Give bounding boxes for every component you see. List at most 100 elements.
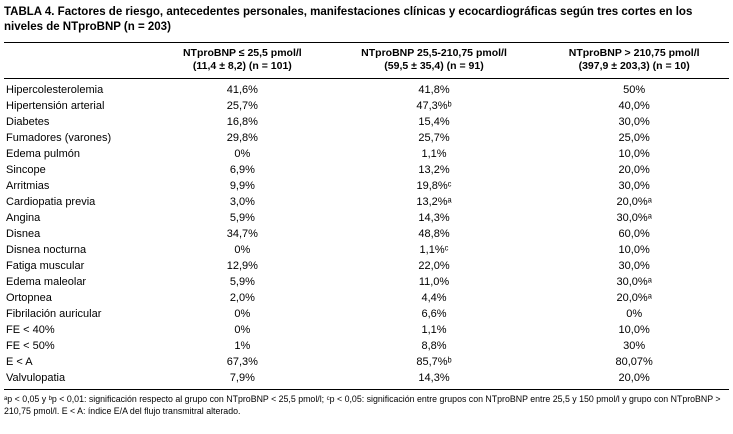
cell-value: 25,0%	[618, 132, 650, 144]
column-header-line1: NTproBNP ≤ 25,5 pmol/l	[182, 47, 302, 59]
table-row: Disnea nocturna 0% 1,1%ᶜ 10,0%	[4, 242, 729, 258]
cell-value: 1,1%	[421, 148, 447, 160]
table-footnote: ᵃp < 0,05 y ᵇp < 0,01: significación res…	[4, 394, 721, 416]
row-label: Cardiopatia previa	[6, 196, 96, 208]
cell-value: 80,07%	[615, 356, 653, 368]
table-row: Edema maleolar 5,9% 11,0% 30,0%ᵃ	[4, 274, 729, 290]
table-row: Angina 5,9% 14,3% 30,0%ᵃ	[4, 210, 729, 226]
table-row: Cardiopatia previa 3,0% 13,2%ᵃ 20,0%ᵃ	[4, 194, 729, 210]
row-label: Diabetes	[6, 116, 50, 128]
cell-value: 7,9%	[229, 372, 255, 384]
cell-value: 20,0%	[618, 372, 650, 384]
cell-value: 30%	[623, 340, 646, 352]
cell-value: 1,1%ᶜ	[419, 244, 449, 256]
cell-value: 11,0%	[418, 276, 450, 288]
cell-value: 2,0%	[229, 292, 255, 304]
cell-value: 41,6%	[226, 84, 258, 96]
cell-value: 0%	[626, 308, 643, 320]
table-row: Valvulopatia 7,9% 14,3% 20,0%	[4, 370, 729, 390]
row-label: Disnea nocturna	[6, 244, 87, 256]
row-label: Arritmias	[6, 180, 50, 192]
table-row: Edema pulmón 0% 1,1% 10,0%	[4, 146, 729, 162]
row-label: Disnea	[6, 228, 41, 240]
cell-value: 40,0%	[618, 100, 650, 112]
column-header-group2: NTproBNP 25,5-210,75 pmol/l (59,5 ± 35,4…	[328, 42, 540, 79]
cell-value: 48,8%	[418, 228, 450, 240]
table-row: FE < 50% 1% 8,8% 30%	[4, 338, 729, 354]
column-header-line1: NTproBNP > 210,75 pmol/l	[568, 47, 700, 59]
table-row: Ortopnea 2,0% 4,4% 20,0%ᵃ	[4, 290, 729, 306]
cell-value: 4,4%	[421, 292, 447, 304]
column-header-group1: NTproBNP ≤ 25,5 pmol/l (11,4 ± 8,2) (n =…	[156, 42, 329, 79]
row-label: FE < 50%	[6, 340, 55, 352]
cell-value: 3,0%	[229, 196, 255, 208]
cell-value: 13,2%ᵃ	[416, 196, 452, 208]
cell-value: 6,9%	[229, 164, 255, 176]
cell-value: 25,7%	[418, 132, 450, 144]
row-label: Hipercolesterolemia	[6, 84, 104, 96]
cell-value: 5,9%	[229, 276, 255, 288]
cell-value: 0%	[234, 148, 251, 160]
row-label: Fumadores (varones)	[6, 132, 112, 144]
cell-value: 30,0%ᵃ	[616, 276, 652, 288]
column-header-line2: (11,4 ± 8,2) (n = 101)	[192, 60, 292, 72]
cell-value: 47,3%ᵇ	[416, 100, 452, 112]
row-label: Fibrilación auricular	[6, 308, 102, 320]
table-row: FE < 40% 0% 1,1% 10,0%	[4, 322, 729, 338]
row-label: Sincope	[6, 164, 46, 176]
row-label: E < A	[6, 356, 33, 368]
cell-value: 10,0%	[618, 324, 650, 336]
cell-value: 12,9%	[226, 260, 258, 272]
cell-value: 67,3%	[226, 356, 258, 368]
cell-value: 60,0%	[618, 228, 650, 240]
cell-value: 15,4%	[418, 116, 450, 128]
cell-value: 20,0%ᵃ	[616, 196, 652, 208]
cell-value: 20,0%ᵃ	[616, 292, 652, 304]
cell-value: 0%	[234, 308, 251, 320]
table-row: E < A 67,3% 85,7%ᵇ 80,07%	[4, 354, 729, 370]
cell-value: 0%	[234, 324, 251, 336]
cell-value: 34,7%	[226, 228, 258, 240]
row-label: Angina	[6, 212, 41, 224]
table-row: Sincope 6,9% 13,2% 20,0%	[4, 162, 729, 178]
cell-value: 30,0%ᵃ	[616, 212, 652, 224]
cell-value: 14,3%	[418, 212, 450, 224]
cell-value: 30,0%	[618, 116, 650, 128]
cell-value: 5,9%	[229, 212, 255, 224]
cell-value: 25,7%	[226, 100, 258, 112]
cell-value: 29,8%	[226, 132, 258, 144]
column-header-line2: (397,9 ± 203,3) (n = 10)	[578, 60, 690, 72]
cell-value: 1,1%	[421, 324, 447, 336]
cell-value: 16,8%	[226, 116, 258, 128]
table-row: Hipertensión arterial 25,7% 47,3%ᵇ 40,0%	[4, 98, 729, 114]
cell-value: 41,8%	[418, 84, 450, 96]
row-label: Valvulopatia	[6, 372, 66, 384]
cell-value: 30,0%	[618, 180, 650, 192]
table-title: TABLA 4. Factores de riesgo, antecedente…	[4, 6, 693, 33]
cell-value: 10,0%	[618, 244, 650, 256]
table-row: Disnea 34,7% 48,8% 60,0%	[4, 226, 729, 242]
cell-value: 50%	[623, 84, 646, 96]
table-row: Fumadores (varones) 29,8% 25,7% 25,0%	[4, 130, 729, 146]
table-row: Hipercolesterolemia 41,6% 41,8% 50%	[4, 79, 729, 99]
row-label: Edema pulmón	[6, 148, 80, 160]
header-empty-cell	[4, 42, 156, 79]
column-header-group3: NTproBNP > 210,75 pmol/l (397,9 ± 203,3)…	[539, 42, 729, 79]
cell-value: 22,0%	[418, 260, 450, 272]
cell-value: 8,8%	[421, 340, 447, 352]
table-row: Fibrilación auricular 0% 6,6% 0%	[4, 306, 729, 322]
cell-value: 20,0%	[618, 164, 650, 176]
row-label: FE < 40%	[6, 324, 55, 336]
column-header-line2: (59,5 ± 35,4) (n = 91)	[384, 60, 484, 72]
row-label: Fatiga muscular	[6, 260, 85, 272]
cell-value: 19,8%ᶜ	[416, 180, 452, 192]
column-header-line1: NTproBNP 25,5-210,75 pmol/l	[361, 47, 507, 59]
cell-value: 30,0%	[618, 260, 650, 272]
table-row: Diabetes 16,8% 15,4% 30,0%	[4, 114, 729, 130]
header-row: NTproBNP ≤ 25,5 pmol/l (11,4 ± 8,2) (n =…	[4, 42, 729, 79]
data-table: NTproBNP ≤ 25,5 pmol/l (11,4 ± 8,2) (n =…	[4, 42, 729, 390]
row-label: Hipertensión arterial	[6, 100, 105, 112]
table-row: Fatiga muscular 12,9% 22,0% 30,0%	[4, 258, 729, 274]
cell-value: 6,6%	[421, 308, 447, 320]
table-row: Arritmias 9,9% 19,8%ᶜ 30,0%	[4, 178, 729, 194]
